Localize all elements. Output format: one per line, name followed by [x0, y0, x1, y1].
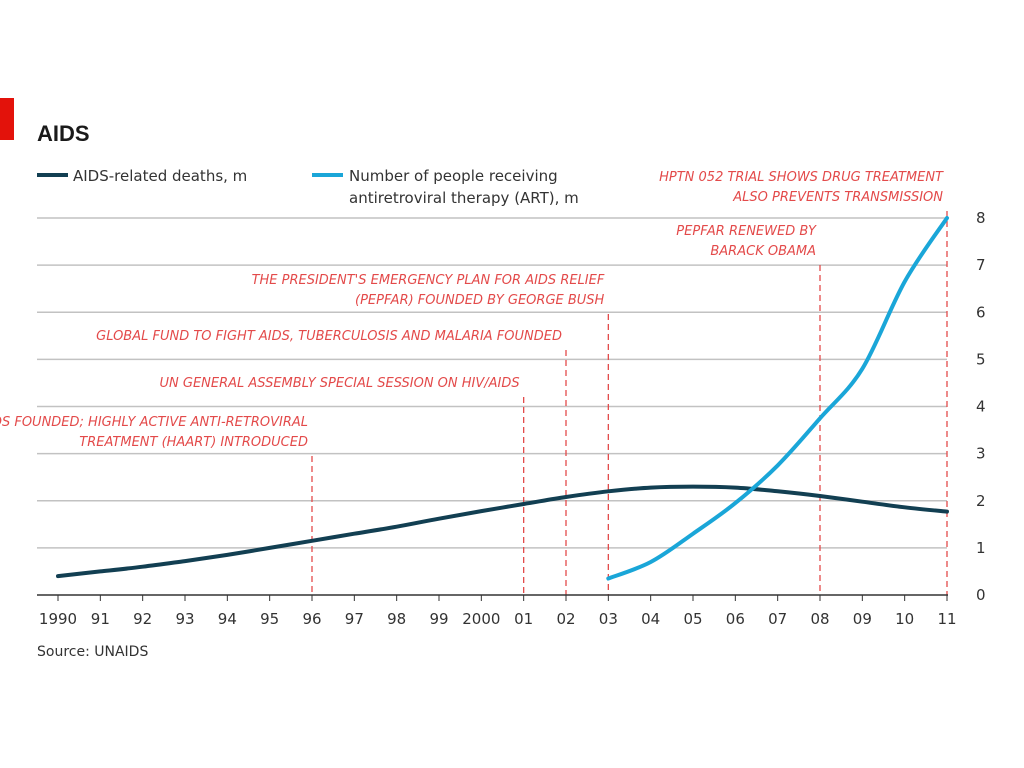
- y-tick-label: 6: [976, 303, 986, 321]
- annotation-label: UNAIDS FOUNDED; HIGHLY ACTIVE ANTI-RETRO…: [0, 415, 308, 430]
- x-tick-label: 05: [683, 610, 702, 628]
- x-tick-label: 03: [599, 610, 618, 628]
- legend-label-art-line-1: Number of people receiving: [349, 167, 558, 185]
- x-tick-label: 04: [641, 610, 660, 628]
- x-tick-label: 93: [175, 610, 194, 628]
- x-tick-label: 97: [345, 610, 364, 628]
- x-tick-label: 11: [937, 610, 956, 628]
- annotation-markers: [311, 211, 948, 595]
- y-tick-label: 2: [976, 492, 986, 510]
- x-tick-label: 01: [514, 610, 533, 628]
- x-tick-label: 95: [260, 610, 279, 628]
- annotation-label: PEPFAR RENEWED BY: [676, 224, 817, 239]
- annotation-label: THE PRESIDENT'S EMERGENCY PLAN FOR AIDS …: [252, 273, 605, 288]
- x-tick-label: 08: [810, 610, 829, 628]
- x-tick-label: 2000: [462, 610, 500, 628]
- annotation-label: UN GENERAL ASSEMBLY SPECIAL SESSION ON H…: [160, 376, 520, 391]
- gridlines: [37, 217, 947, 549]
- x-tick-label: 92: [133, 610, 152, 628]
- x-tick-label: 91: [91, 610, 110, 628]
- x-tick-label: 02: [556, 610, 575, 628]
- y-tick-label: 7: [976, 256, 986, 274]
- y-tick-label: 0: [976, 586, 986, 604]
- series-line-art-recipients: [606, 216, 949, 581]
- x-tick-label: 10: [895, 610, 914, 628]
- annotation-label: (PEPFAR) FOUNDED BY GEORGE BUSH: [355, 293, 605, 308]
- y-tick-label: 3: [976, 445, 986, 463]
- legend: AIDS-related deaths, m Number of people …: [37, 167, 579, 207]
- accent-bar: [0, 98, 14, 140]
- series-line-aids-deaths: [56, 484, 949, 579]
- x-tick-label: 06: [726, 610, 745, 628]
- y-tick-label: 8: [976, 209, 986, 227]
- x-tick-label: 96: [302, 610, 321, 628]
- annotation-label: TREATMENT (HAART) INTRODUCED: [79, 435, 308, 450]
- x-tick-label: 1990: [39, 610, 77, 628]
- legend-label-deaths: AIDS-related deaths, m: [73, 167, 247, 185]
- x-tick-label: 07: [768, 610, 787, 628]
- x-tick-label: 94: [218, 610, 237, 628]
- y-tick-label: 4: [976, 398, 986, 416]
- x-tick-label: 09: [853, 610, 872, 628]
- legend-label-art: Number of people receiving antiretrovira…: [349, 167, 579, 207]
- annotation-label: BARACK OBAMA: [710, 244, 816, 259]
- source-note: Source: UNAIDS: [37, 644, 148, 660]
- annotations: UNAIDS FOUNDED; HIGHLY ACTIVE ANTI-RETRO…: [0, 170, 944, 450]
- legend-label-art-line-2: antiretroviral therapy (ART), m: [349, 189, 579, 207]
- annotation-label: HPTN 052 TRIAL SHOWS DRUG TREATMENT: [659, 170, 944, 185]
- y-tick-label: 5: [976, 350, 986, 368]
- x-tick-label: 98: [387, 610, 406, 628]
- annotation-label: ALSO PREVENTS TRANSMISSION: [732, 190, 943, 205]
- chart-title: AIDS: [37, 121, 90, 146]
- annotation-label: GLOBAL FUND TO FIGHT AIDS, TUBERCULOSIS …: [96, 329, 562, 344]
- y-tick-label: 1: [976, 539, 986, 557]
- x-tick-label: 99: [429, 610, 448, 628]
- series-lines: [56, 216, 949, 581]
